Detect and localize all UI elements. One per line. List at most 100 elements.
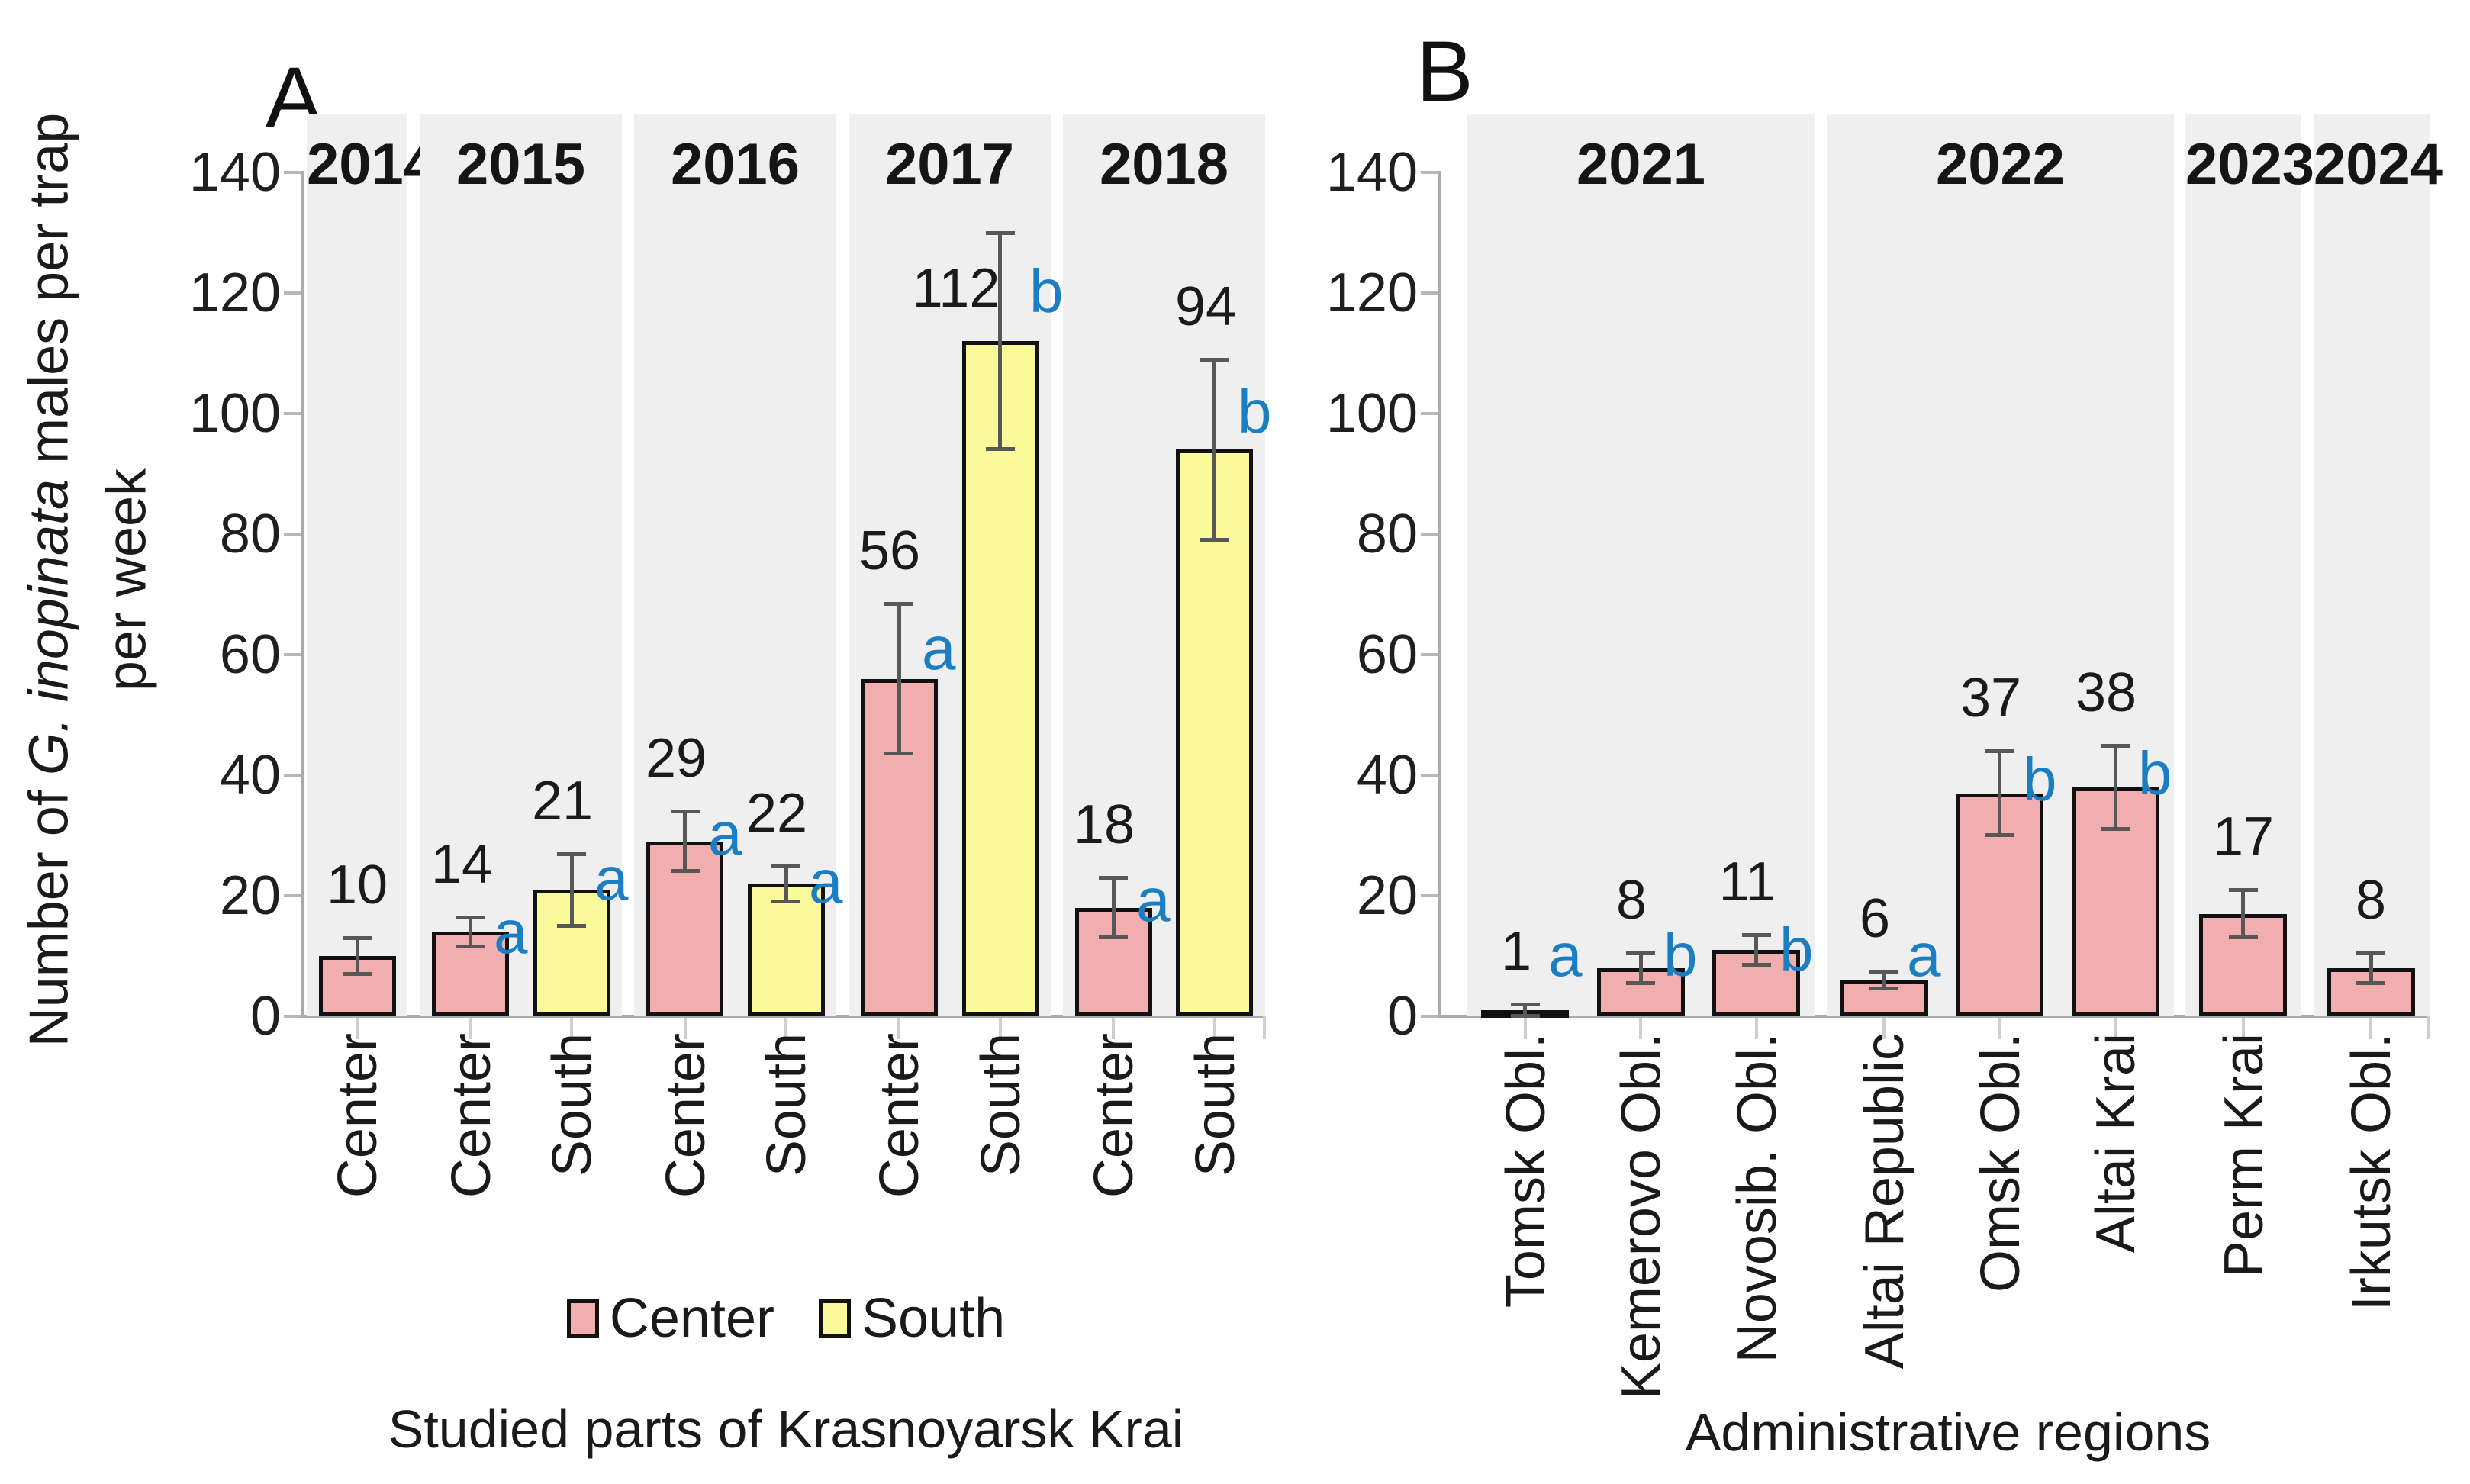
significance-letter: b — [1779, 916, 1814, 983]
y-tick-mark — [1421, 412, 1439, 415]
y-axis-line — [301, 171, 304, 1018]
year-band — [2314, 114, 2430, 1016]
value-label: 18 — [1073, 794, 1135, 855]
error-bar-cap-bottom — [1985, 833, 2014, 837]
year-label: 2024 — [2314, 132, 2443, 197]
y-tick-label: 0 — [250, 986, 281, 1047]
error-bar-cap-bottom — [986, 447, 1015, 451]
bar — [1956, 794, 2043, 1016]
y-tick-label: 100 — [188, 383, 281, 444]
y-tick-label: 100 — [1325, 383, 1418, 444]
x-category-label: Center — [441, 1033, 502, 1199]
x-category-label: Center — [869, 1033, 930, 1199]
error-bar — [1112, 877, 1116, 938]
axis-end-tick — [2427, 1016, 2430, 1039]
y-axis-line — [1438, 171, 1441, 1018]
y-tick-mark — [1421, 291, 1439, 295]
error-bar-cap-top — [884, 602, 913, 606]
error-bar — [1523, 1004, 1527, 1016]
x-axis-title-b: Administrative regions — [1685, 1402, 2211, 1462]
y-tick-label: 40 — [219, 745, 281, 806]
category-tick — [684, 1018, 687, 1039]
legend-label: South — [861, 1288, 1006, 1349]
value-label: 8 — [1615, 870, 1647, 931]
bar — [962, 341, 1039, 1016]
error-bar-cap-bottom — [2229, 935, 2258, 939]
year-label: 2023 — [2185, 132, 2315, 197]
error-bar-cap-top — [1742, 933, 1771, 937]
year-label: 2015 — [456, 132, 586, 197]
error-bar — [2241, 890, 2245, 938]
x-category-label: Tomsk Obl. — [1496, 1033, 1557, 1309]
error-bar-cap-bottom — [1869, 987, 1898, 990]
x-category-label: South — [756, 1033, 817, 1177]
significance-letter: b — [2023, 745, 2057, 813]
bar — [748, 884, 825, 1016]
category-tick — [2242, 1018, 2245, 1039]
error-bar-cap-bottom — [1511, 1014, 1540, 1018]
y-tick-label: 80 — [219, 504, 281, 565]
error-bar-cap-top — [2356, 951, 2385, 955]
year-label: 2016 — [670, 132, 800, 197]
error-bar — [469, 917, 472, 948]
year-label: 2022 — [1935, 132, 2066, 197]
y-tick-mark — [1421, 171, 1439, 174]
error-bar — [1754, 935, 1758, 965]
legend-swatch-center — [566, 1299, 599, 1338]
error-bar-cap-bottom — [2101, 827, 2130, 831]
x-category-label: Perm Krai — [2214, 1033, 2275, 1278]
category-tick — [469, 1018, 472, 1039]
value-label: 21 — [531, 771, 594, 832]
error-bar-cap-top — [1511, 1003, 1540, 1006]
significance-letter: b — [1663, 921, 1698, 989]
y-tick-mark — [284, 533, 302, 536]
category-tick — [1639, 1018, 1642, 1039]
error-bar-cap-bottom — [343, 972, 372, 976]
category-tick — [1524, 1018, 1527, 1039]
value-label: 8 — [2355, 870, 2387, 931]
y-tick-mark — [284, 412, 302, 415]
x-category-label: Center — [327, 1033, 388, 1199]
error-bar — [570, 854, 574, 926]
legend-entry: South — [818, 1288, 1006, 1349]
category-tick — [897, 1018, 900, 1039]
error-bar — [2369, 953, 2373, 983]
year-band — [307, 114, 407, 1016]
year-band — [2185, 114, 2301, 1016]
x-category-label: Omsk Obl. — [1970, 1033, 2031, 1293]
value-label: 1 — [1500, 921, 1532, 982]
y-tick-label: 40 — [1356, 745, 1418, 806]
y-tick-label: 20 — [219, 865, 281, 926]
year-label: 2014 — [307, 132, 436, 197]
significance-letter: a — [1907, 921, 1941, 989]
y-axis-title-line1: Number of G. inopinata males per trap — [18, 112, 80, 1048]
y-tick-label: 60 — [219, 624, 281, 685]
y-axis-title: Number of G. inopinata males per trap pe… — [6, 113, 170, 1048]
axis-end-tick — [1263, 1016, 1266, 1039]
significance-letter: b — [2138, 739, 2172, 807]
year-label: 2021 — [1576, 132, 1706, 197]
error-bar-cap-bottom — [1200, 538, 1229, 542]
significance-letter: a — [1548, 921, 1583, 989]
x-category-label: South — [1185, 1033, 1246, 1177]
category-tick — [999, 1018, 1002, 1039]
y-tick-mark — [284, 1015, 302, 1018]
significance-letter: a — [1136, 866, 1171, 934]
error-bar-cap-top — [1869, 970, 1898, 974]
value-label: 14 — [430, 834, 493, 895]
y-tick-mark — [1421, 653, 1439, 656]
y-tick-label: 60 — [1356, 624, 1418, 685]
error-bar-cap-top — [1200, 358, 1229, 362]
value-label: 11 — [1718, 851, 1776, 913]
error-bar — [1212, 359, 1216, 540]
error-bar-cap-top — [2101, 744, 2130, 748]
error-bar-cap-top — [1626, 951, 1655, 955]
category-tick — [784, 1018, 787, 1039]
legend-label: Center — [609, 1288, 774, 1349]
y-tick-label: 120 — [188, 262, 281, 324]
y-tick-label: 140 — [188, 142, 281, 203]
y-tick-label: 120 — [1325, 262, 1418, 324]
significance-letter: a — [922, 614, 956, 682]
x-axis-line — [301, 1015, 1265, 1018]
